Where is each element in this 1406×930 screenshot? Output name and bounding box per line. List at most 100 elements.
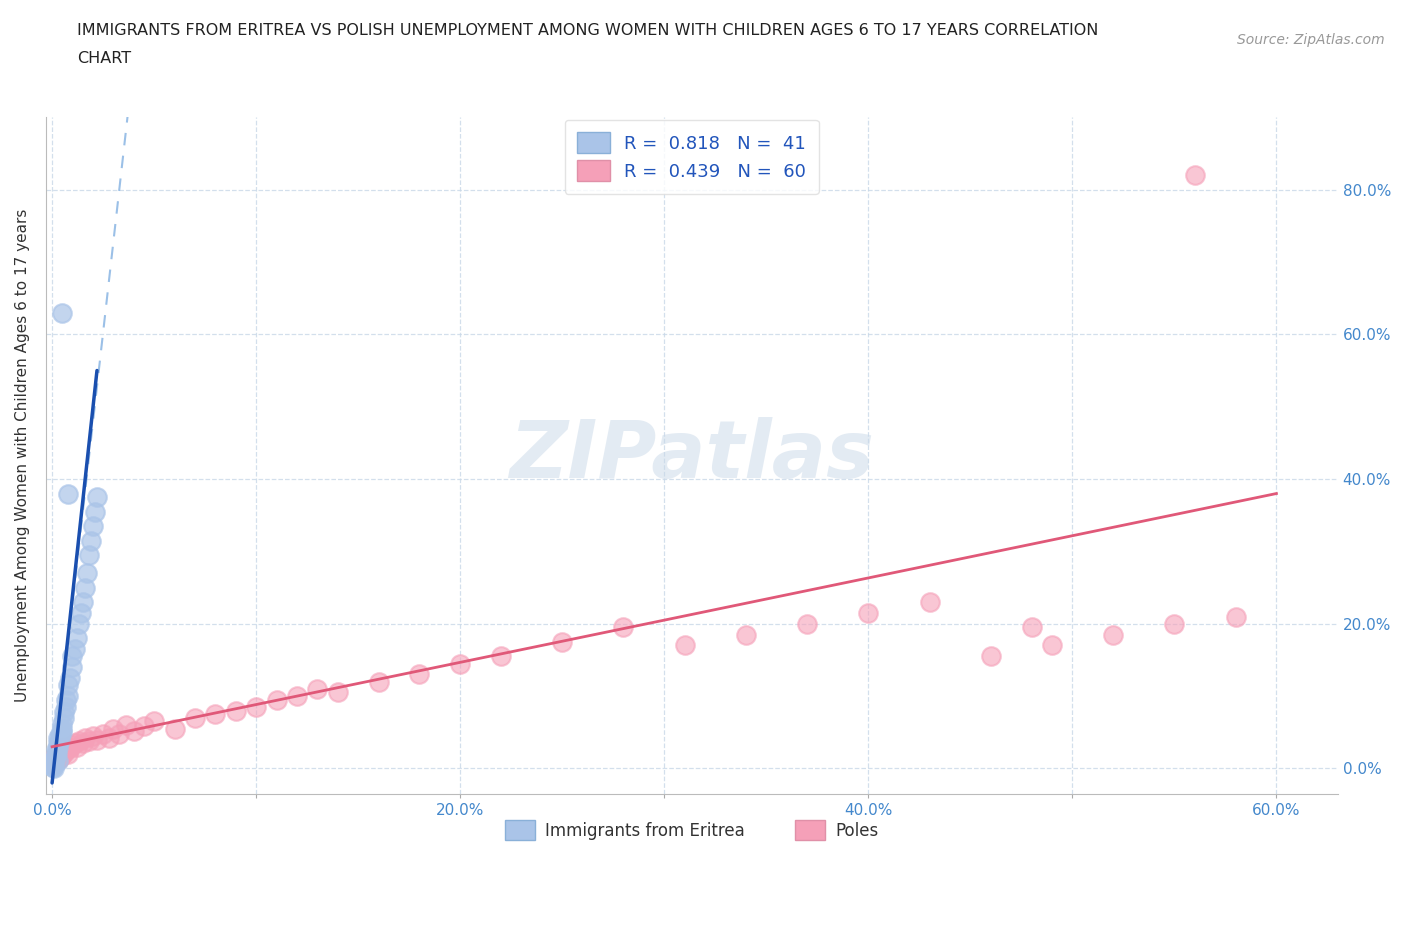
- Point: [58, 486, 80, 501]
- Point: [46, 745, 69, 760]
- Text: Source: ZipAtlas.com: Source: ZipAtlas.com: [1237, 33, 1385, 46]
- Point: [114, 718, 136, 733]
- Point: [53, 711, 76, 725]
- Point: [59, 671, 82, 685]
- Point: [225, 703, 247, 718]
- Point: [918, 594, 941, 609]
- Point: [53, 705, 76, 720]
- Point: [1163, 617, 1185, 631]
- Point: [86, 732, 108, 747]
- Point: [82, 519, 104, 534]
- Point: [63, 642, 86, 657]
- Point: [44, 751, 66, 765]
- Text: IMMIGRANTS FROM ERITREA VS POLISH UNEMPLOYMENT AMONG WOMEN WITH CHILDREN AGES 6 : IMMIGRANTS FROM ERITREA VS POLISH UNEMPL…: [77, 23, 1098, 38]
- Point: [49, 751, 72, 765]
- Point: [73, 731, 96, 746]
- Point: [551, 634, 574, 649]
- Point: [46, 736, 69, 751]
- Point: [73, 580, 96, 595]
- Point: [858, 605, 880, 620]
- Y-axis label: Unemployment Among Women with Children Ages 6 to 17 years: Unemployment Among Women with Children A…: [15, 209, 30, 702]
- Point: [41, 760, 63, 775]
- Point: [108, 726, 131, 741]
- Point: [1184, 167, 1206, 182]
- Point: [42, 757, 65, 772]
- Point: [72, 594, 94, 609]
- Point: [58, 689, 80, 704]
- Point: [82, 728, 104, 743]
- Point: [62, 659, 84, 674]
- Point: [45, 748, 67, 763]
- Text: CHART: CHART: [77, 51, 131, 66]
- Point: [49, 726, 72, 741]
- Point: [80, 533, 103, 548]
- Point: [49, 732, 72, 747]
- Point: [132, 719, 155, 734]
- Point: [51, 748, 73, 763]
- Point: [51, 724, 73, 739]
- Point: [59, 741, 82, 756]
- Point: [489, 649, 512, 664]
- Point: [367, 674, 389, 689]
- Legend: Immigrants from Eritrea, Poles: Immigrants from Eritrea, Poles: [499, 814, 884, 846]
- Point: [307, 682, 329, 697]
- Point: [980, 649, 1002, 664]
- Point: [51, 741, 73, 756]
- Point: [63, 736, 86, 751]
- Point: [46, 752, 69, 767]
- Point: [734, 627, 756, 642]
- Point: [51, 305, 73, 320]
- Point: [62, 649, 84, 664]
- Point: [51, 716, 73, 731]
- Point: [84, 504, 107, 519]
- Point: [76, 565, 98, 580]
- Point: [53, 745, 76, 760]
- Point: [44, 751, 66, 765]
- Point: [45, 743, 67, 758]
- Point: [46, 747, 69, 762]
- Point: [44, 761, 66, 776]
- Point: [408, 667, 430, 682]
- Point: [449, 656, 471, 671]
- Point: [1102, 627, 1125, 642]
- Point: [103, 722, 125, 737]
- Point: [245, 699, 267, 714]
- Point: [1040, 638, 1063, 653]
- Point: [72, 736, 94, 751]
- Point: [122, 724, 145, 738]
- Point: [53, 739, 76, 754]
- Point: [46, 754, 69, 769]
- Point: [612, 620, 634, 635]
- Point: [86, 490, 108, 505]
- Point: [65, 739, 87, 754]
- Point: [796, 617, 818, 631]
- Point: [67, 617, 90, 631]
- Point: [45, 748, 67, 763]
- Point: [51, 722, 73, 737]
- Point: [326, 685, 349, 700]
- Text: ZIPatlas: ZIPatlas: [509, 417, 875, 495]
- Point: [77, 548, 100, 563]
- Point: [65, 631, 87, 645]
- Point: [44, 755, 66, 770]
- Point: [204, 707, 226, 722]
- Point: [58, 678, 80, 693]
- Point: [163, 722, 186, 737]
- Point: [55, 743, 77, 758]
- Point: [45, 754, 67, 769]
- Point: [69, 605, 91, 620]
- Point: [46, 739, 69, 754]
- Point: [673, 638, 696, 653]
- Point: [55, 699, 77, 714]
- Point: [67, 734, 90, 749]
- Point: [49, 743, 72, 758]
- Point: [62, 737, 84, 752]
- Point: [285, 689, 308, 704]
- Point: [44, 755, 66, 770]
- Point: [46, 731, 69, 746]
- Point: [91, 726, 114, 741]
- Point: [143, 714, 166, 729]
- Point: [1225, 609, 1247, 624]
- Point: [58, 747, 80, 762]
- Point: [77, 734, 100, 749]
